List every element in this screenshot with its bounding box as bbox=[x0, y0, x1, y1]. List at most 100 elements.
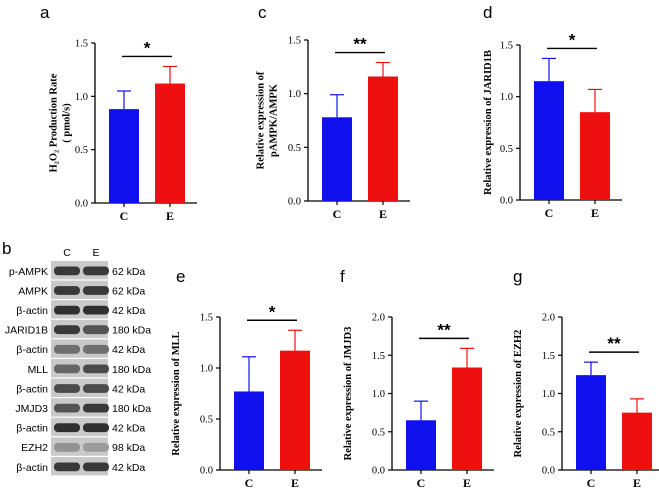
y-tick-label: 1.0 bbox=[288, 89, 301, 100]
size-label: 62 kDa bbox=[112, 285, 145, 297]
protein-label: JMJD3 bbox=[15, 403, 48, 415]
blot-band bbox=[83, 266, 109, 276]
chart-panel-f: f 0.0 0.5 1.0 1.5 2.0 C E ** Relative expression … bbox=[340, 267, 494, 490]
y-tick-label: 0.5 bbox=[200, 415, 213, 426]
blot-band bbox=[83, 384, 109, 393]
panel-letter: d bbox=[483, 3, 492, 22]
x-tick-label: C bbox=[417, 476, 426, 490]
lane-label-E: E bbox=[92, 247, 99, 259]
y-tick-label: 1.5 bbox=[288, 36, 301, 47]
y-tick-label: 1.0 bbox=[542, 389, 555, 400]
protein-label: JARID1B bbox=[5, 325, 48, 337]
significance-marker: ** bbox=[437, 320, 451, 339]
blot-band bbox=[83, 442, 109, 452]
blot-band bbox=[54, 442, 80, 452]
blot-band bbox=[83, 305, 109, 315]
x-tick-label: C bbox=[545, 206, 554, 220]
blot-band bbox=[83, 286, 109, 295]
y-tick-label: 0.0 bbox=[288, 197, 301, 208]
x-tick-label: C bbox=[245, 476, 254, 490]
x-tick-label: E bbox=[463, 476, 471, 490]
protein-label: AMPK bbox=[18, 285, 48, 297]
y-axis-label-line: H₂O₂ Production Rate bbox=[49, 73, 60, 172]
blot-row: MLL 180 kDa bbox=[28, 359, 151, 378]
chart-panel-c: c 0.0 0.5 1.0 1.5 C E ** Relative expression of p… bbox=[256, 3, 410, 221]
blot-band bbox=[83, 462, 109, 472]
y-tick-label: 0.5 bbox=[75, 145, 88, 156]
x-tick-label: C bbox=[587, 476, 596, 490]
protein-label: β-actin bbox=[16, 383, 48, 395]
y-tick-label: 0.0 bbox=[75, 199, 88, 210]
bar-C bbox=[534, 81, 564, 200]
y-tick-label: 1.0 bbox=[75, 92, 88, 103]
blot-band bbox=[83, 325, 109, 335]
y-tick-label: 0.5 bbox=[372, 427, 385, 438]
panel-letter: c bbox=[258, 3, 267, 22]
bar-E bbox=[368, 76, 398, 201]
significance-marker: * bbox=[269, 302, 276, 321]
bar-C bbox=[109, 109, 139, 203]
blot-band bbox=[83, 423, 109, 433]
protein-label: β-actin bbox=[16, 305, 48, 317]
y-tick-label: 1.5 bbox=[372, 351, 385, 362]
bar-E bbox=[622, 412, 652, 470]
y-tick-label: 0.0 bbox=[542, 466, 555, 477]
size-label: 42 kDa bbox=[112, 344, 145, 356]
y-tick-label: 1.5 bbox=[200, 313, 213, 324]
lane-label-C: C bbox=[63, 247, 71, 259]
significance-marker: ** bbox=[607, 334, 621, 353]
y-tick-label: 1.0 bbox=[372, 389, 385, 400]
blot-band bbox=[83, 344, 109, 354]
size-label: 62 kDa bbox=[112, 266, 145, 278]
significance-marker: ** bbox=[353, 35, 367, 54]
blot-band bbox=[54, 364, 80, 374]
y-axis-label-line: pAMPK/AMPK bbox=[269, 83, 280, 157]
blot-row: JMJD3 180 kDa bbox=[15, 398, 151, 417]
western-blot-panel: b C Ep-AMPK 62 kDa AMPK 62 kDa β-actin 42 kDa JA… bbox=[2, 239, 151, 476]
size-label: 42 kDa bbox=[112, 383, 145, 395]
bar-C bbox=[576, 375, 606, 470]
blot-row: β-actin 42 kDa bbox=[16, 457, 145, 476]
chart-panel-e: e 0.0 0.5 1.0 1.5 C E * Relative expression of M… bbox=[171, 267, 322, 490]
chart-panel-a: a 0.0 0.5 1.0 1.5 C E * H₂O₂ Production Rate( pm… bbox=[40, 3, 197, 223]
y-tick-label: 0.0 bbox=[500, 196, 513, 207]
bar-C bbox=[406, 420, 436, 470]
y-axis-label: Relative expression of JARID1B bbox=[483, 50, 494, 195]
protein-label: β-actin bbox=[16, 344, 48, 356]
blot-row: β-actin 42 kDa bbox=[16, 339, 145, 358]
chart-panel-g: g 0.0 0.5 1.0 1.5 2.0 C E ** Relative expression … bbox=[513, 267, 659, 490]
size-label: 180 kDa bbox=[112, 403, 151, 415]
panel-letter: g bbox=[513, 267, 522, 286]
blot-band bbox=[54, 423, 80, 433]
blot-row: p-AMPK 62 kDa bbox=[9, 261, 145, 280]
blot-row: β-actin 42 kDa bbox=[16, 417, 145, 437]
y-axis-label: Relative expression of MLL bbox=[171, 331, 182, 455]
y-tick-label: 2.0 bbox=[372, 313, 385, 324]
chart-panel-d: d 0.0 0.5 1.0 1.5 C E * Relative expression of J… bbox=[483, 3, 622, 220]
blot-band bbox=[83, 403, 109, 413]
x-tick-label: E bbox=[166, 209, 174, 223]
y-axis-label: Relative expression of JMJD3 bbox=[343, 327, 354, 461]
y-axis-label: H₂O₂ Production Rate( pmol/s) bbox=[49, 73, 73, 172]
panel-letter: f bbox=[340, 267, 345, 286]
size-label: 42 kDa bbox=[112, 423, 145, 435]
charts-layer: a 0.0 0.5 1.0 1.5 C E * H₂O₂ Production Rate( pm… bbox=[40, 3, 659, 490]
blot-row: EZH2 98 kDa bbox=[21, 437, 145, 456]
y-tick-label: 0.0 bbox=[372, 466, 385, 477]
blot-row: β-actin 42 kDa bbox=[16, 378, 145, 397]
blot-row: JARID1B 180 kDa bbox=[5, 319, 151, 339]
protein-label: β-actin bbox=[16, 423, 48, 435]
y-tick-label: 2.0 bbox=[542, 313, 555, 324]
y-tick-label: 1.5 bbox=[75, 39, 88, 50]
y-axis-label-line: Relative expression of EZH2 bbox=[513, 330, 524, 458]
bar-E bbox=[280, 350, 310, 470]
blot-band bbox=[54, 403, 80, 413]
bar-E bbox=[580, 112, 610, 200]
x-tick-label: C bbox=[120, 209, 129, 223]
blot-band bbox=[54, 305, 80, 315]
size-label: 180 kDa bbox=[112, 325, 151, 337]
y-axis-label: Relative expression of pAMPK/AMPK bbox=[256, 71, 280, 169]
y-tick-label: 0.5 bbox=[288, 143, 301, 154]
blot-band bbox=[83, 364, 109, 374]
